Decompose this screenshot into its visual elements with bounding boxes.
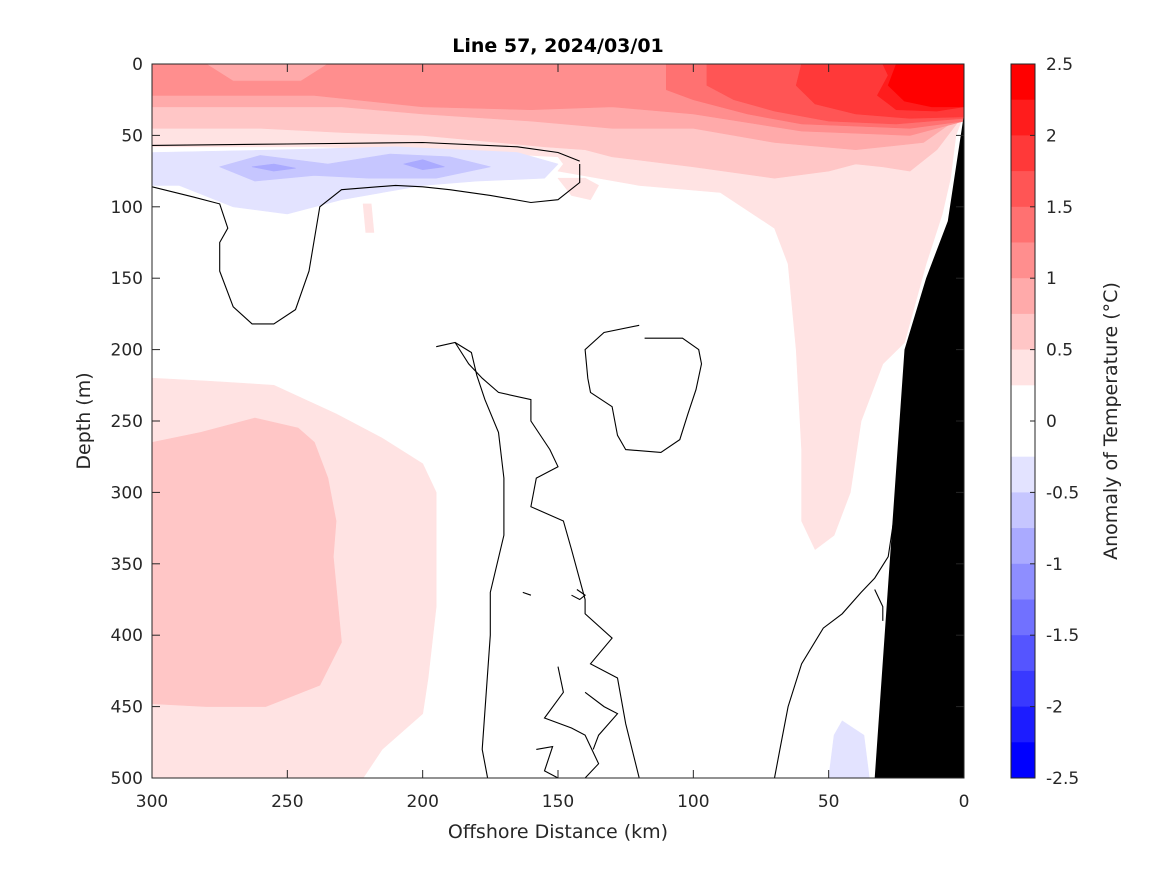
y-tick-label: 500 <box>111 769 143 789</box>
y-tick-label: 50 <box>121 126 143 146</box>
x-tick-label: 250 <box>271 792 303 812</box>
colorbar-swatch <box>1011 278 1035 315</box>
x-tick-label: 300 <box>136 792 168 812</box>
anomaly-region <box>403 159 445 170</box>
zero-contour-line <box>773 520 895 778</box>
x-tick-label: 0 <box>959 792 970 812</box>
colorbar-swatch <box>1011 135 1035 172</box>
y-axis-title: Depth (m) <box>73 372 95 469</box>
colorbar-swatch <box>1011 64 1035 101</box>
y-tick-label: 150 <box>111 269 143 289</box>
anomaly-region <box>887 64 964 108</box>
y-tick-label: 300 <box>111 483 143 503</box>
anomaly-filled-contours <box>152 64 964 778</box>
zero-contour-line <box>874 589 884 621</box>
colorbar-title: Anomaly of Temperature (°C) <box>1100 282 1122 560</box>
colorbar-tick-label: -1 <box>1046 555 1063 575</box>
zero-contour-line <box>522 591 532 596</box>
colorbar-tick-label: 1.5 <box>1046 198 1073 218</box>
anomaly-region <box>152 64 964 550</box>
colorbar-tick-label: 0.5 <box>1046 341 1073 361</box>
y-tick-label: 450 <box>111 698 143 718</box>
colorbar-tick-label: -0.5 <box>1046 483 1079 503</box>
colorbar-swatch <box>1011 635 1035 672</box>
colorbar-swatch <box>1011 242 1035 279</box>
y-tick-label: 100 <box>111 198 143 218</box>
zero-contour-line <box>536 745 559 778</box>
anomaly-region <box>362 203 375 233</box>
colorbar-swatches <box>1011 64 1035 779</box>
colorbar-tick-label: 2.5 <box>1046 55 1073 75</box>
zero-contour-line <box>543 666 600 778</box>
x-tick-label: 50 <box>818 792 840 812</box>
colorbar-swatch <box>1011 599 1035 636</box>
anomaly-region <box>828 720 870 778</box>
zero-contour-line <box>152 164 581 325</box>
x-axis-title: Offshore Distance (km) <box>448 821 668 843</box>
colorbar-swatch <box>1011 706 1035 743</box>
colorbar-ticks: 2.5 2 1.5 1 0.5 0 -0.5 -1 -1.5 -2 -2.5 <box>1030 55 1079 789</box>
anomaly-region <box>251 163 296 172</box>
colorbar-tick-label: 1 <box>1046 269 1057 289</box>
colorbar-swatch <box>1011 99 1035 136</box>
zero-contour-line <box>436 341 505 778</box>
y-tick-label: 200 <box>111 341 143 361</box>
colorbar-swatch <box>1011 528 1035 565</box>
colorbar-swatch <box>1011 742 1035 779</box>
y-tick-label: 250 <box>111 412 143 432</box>
anomaly-region <box>557 177 599 200</box>
colorbar-tick-label: -1.5 <box>1046 626 1079 646</box>
y-axis-ticks: 0 50 100 150 200 250 300 350 400 450 500 <box>111 55 964 789</box>
x-tick-label: 200 <box>406 792 438 812</box>
zero-contour-line <box>571 589 587 601</box>
y-tick-label: 0 <box>132 55 143 75</box>
colorbar-swatch <box>1011 670 1035 708</box>
x-tick-label: 100 <box>677 792 709 812</box>
colorbar-tick-label: 2 <box>1046 126 1057 146</box>
zero-contour-line <box>584 691 619 750</box>
colorbar-swatch <box>1011 385 1035 422</box>
zero-contour-line <box>584 324 703 453</box>
plot-area: 300 250 200 150 100 50 0 050100150200250300350… <box>111 55 970 812</box>
y-tick-label: 400 <box>111 626 143 646</box>
x-axis-ticks: 300 250 200 150 100 50 0 <box>136 64 970 812</box>
colorbar-swatch <box>1011 349 1035 386</box>
colorbar-swatch <box>1011 313 1035 351</box>
colorbar-tick-label: -2 <box>1046 698 1063 718</box>
colorbar-tick-label: -2.5 <box>1046 769 1079 789</box>
colorbar-swatch <box>1011 563 1035 600</box>
y-tick-label: 350 <box>111 555 143 575</box>
anomaly-region <box>152 417 342 707</box>
colorbar-swatch <box>1011 492 1035 529</box>
zero-contour-line <box>454 342 640 778</box>
zero-contour-lines <box>152 141 895 778</box>
colorbar-swatch <box>1011 206 1035 243</box>
plot-title: Line 57, 2024/03/01 <box>452 35 664 57</box>
zero-contour-line <box>152 141 580 162</box>
colorbar-swatch <box>1011 421 1035 458</box>
x-tick-label: 150 <box>542 792 574 812</box>
bathymetry-mask <box>874 114 964 778</box>
colorbar: 2.5 2 1.5 1 0.5 0 -0.5 -1 -1.5 -2 -2.5 <box>1010 55 1079 789</box>
colorbar-tick-label: 0 <box>1046 412 1057 432</box>
colorbar-swatch <box>1011 456 1035 493</box>
colorbar-swatch <box>1011 171 1035 208</box>
